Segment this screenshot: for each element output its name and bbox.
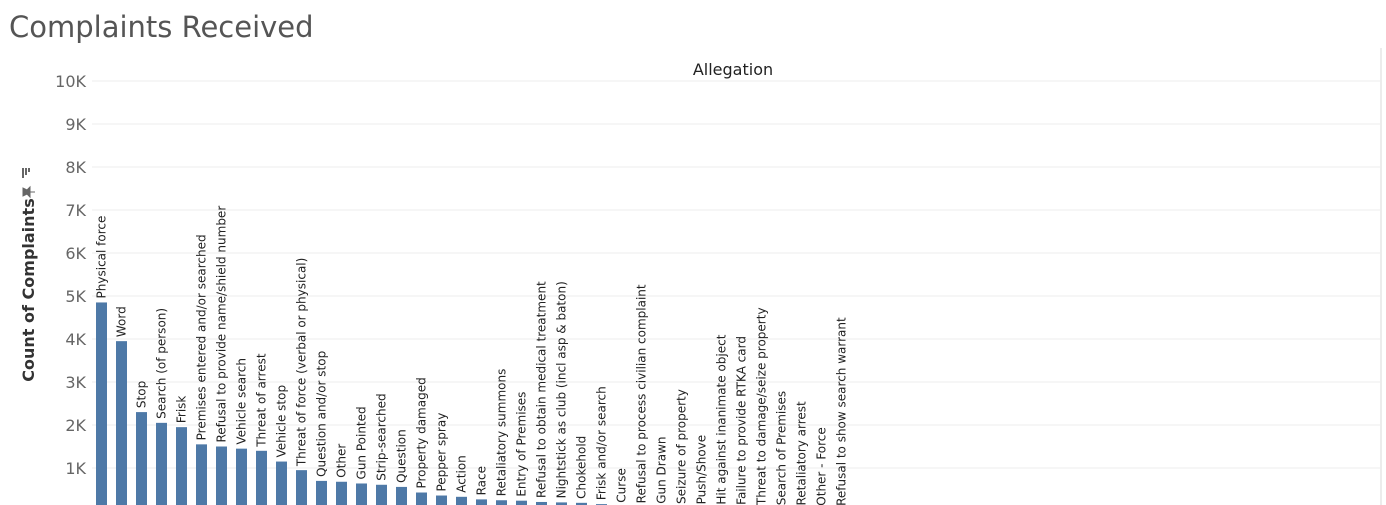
bar-label: Action bbox=[455, 455, 469, 493]
bar[interactable] bbox=[536, 501, 547, 505]
bar[interactable] bbox=[556, 502, 567, 505]
bar-label: Threat of arrest bbox=[255, 353, 269, 448]
y-tick-label: 8K bbox=[65, 158, 86, 177]
bar[interactable] bbox=[256, 450, 267, 505]
bar-label: Curse bbox=[615, 468, 629, 503]
bar-label: Other bbox=[335, 444, 349, 478]
bar-label: Word bbox=[115, 306, 129, 337]
bar-label: Retaliatory arrest bbox=[795, 401, 809, 505]
bar-label: Retaliatory summons bbox=[495, 369, 509, 497]
y-tick-label: 1K bbox=[65, 459, 86, 478]
bar-label: Search (of person) bbox=[155, 308, 169, 419]
bar-label: Failure to provide RTKA card bbox=[735, 336, 749, 505]
gridlines bbox=[92, 80, 1380, 469]
bar-label: Search of Premises bbox=[775, 391, 789, 505]
bar-label: Refusal to show search warrant bbox=[835, 317, 849, 505]
bar[interactable] bbox=[316, 480, 327, 505]
bar[interactable] bbox=[236, 448, 247, 505]
bar[interactable] bbox=[476, 499, 487, 505]
column-header: Allegation bbox=[693, 60, 773, 79]
bar[interactable] bbox=[196, 444, 207, 505]
y-tick-label: 3K bbox=[65, 373, 86, 392]
bar-label: Refusal to process civilian complaint bbox=[635, 284, 649, 503]
bar-label: Frisk and/or search bbox=[595, 386, 609, 500]
y-tick-label: 10K bbox=[55, 72, 86, 91]
y-tick-label: 9K bbox=[65, 115, 86, 134]
bar-label: Property damaged bbox=[415, 377, 429, 488]
bar[interactable] bbox=[116, 341, 127, 505]
bar-label: Hit against inanimate object bbox=[715, 334, 729, 504]
bar-label: Stop bbox=[135, 381, 149, 408]
bar[interactable] bbox=[456, 496, 467, 505]
y-tick-label: 5K bbox=[65, 287, 86, 306]
y-tick-label: 2K bbox=[65, 416, 86, 435]
bar-label: Race bbox=[475, 466, 489, 495]
bar[interactable] bbox=[376, 484, 387, 505]
bar-label: Push/Shove bbox=[695, 435, 709, 505]
bar-label: Refusal to obtain medical treatment bbox=[535, 281, 549, 498]
bar-label: Vehicle stop bbox=[275, 385, 289, 458]
bar-label: Vehicle search bbox=[235, 358, 249, 445]
bar-label: Nightstick as club (incl asp & baton) bbox=[555, 281, 569, 498]
bar-label: Chokehold bbox=[575, 436, 589, 499]
sort-descending-icon[interactable] bbox=[22, 168, 30, 178]
bar[interactable] bbox=[436, 495, 447, 505]
bar[interactable] bbox=[496, 500, 507, 505]
bar-label: Pepper spray bbox=[435, 413, 449, 492]
bar-label: Frisk bbox=[175, 396, 189, 424]
bar-label: Gun Pointed bbox=[355, 406, 369, 479]
bar-label: Threat of force (verbal or physical) bbox=[295, 258, 309, 467]
bar-label: Refusal to provide name/shield number bbox=[215, 206, 229, 443]
bar[interactable] bbox=[156, 422, 167, 505]
page-title: Complaints Received bbox=[9, 10, 314, 44]
bar[interactable] bbox=[516, 500, 527, 505]
bar[interactable] bbox=[276, 461, 287, 505]
y-tick-label: 4K bbox=[65, 330, 86, 349]
bar-label: Other - Force bbox=[815, 427, 829, 505]
bar-label: Question and/or stop bbox=[315, 351, 329, 477]
bar-label: Premises entered and/or searched bbox=[195, 234, 209, 440]
bars bbox=[96, 302, 607, 505]
bar[interactable] bbox=[336, 481, 347, 505]
bar-labels: Physical force Word Stop Search (of person)… bbox=[95, 206, 849, 505]
bar[interactable] bbox=[356, 483, 367, 505]
pin-icon[interactable] bbox=[22, 185, 35, 199]
bar[interactable] bbox=[176, 427, 187, 505]
bar-label: Threat to damage/seize property bbox=[755, 307, 769, 505]
y-axis-ticks: 1K 2K 3K 4K 5K 6K 7K 8K 9K 10K bbox=[55, 72, 86, 478]
bar[interactable] bbox=[136, 412, 147, 505]
bar[interactable] bbox=[96, 302, 107, 505]
y-tick-label: 6K bbox=[65, 244, 86, 263]
bar[interactable] bbox=[296, 470, 307, 505]
bar[interactable] bbox=[216, 446, 227, 505]
y-tick-label: 7K bbox=[65, 201, 86, 220]
bar-label: Gun Drawn bbox=[655, 436, 669, 503]
bar-label: Question bbox=[395, 429, 409, 483]
y-axis-title: Count of Complaints bbox=[19, 198, 38, 381]
bar[interactable] bbox=[396, 486, 407, 505]
bar-label: Strip-searched bbox=[375, 393, 389, 480]
bar-label: Physical force bbox=[95, 216, 109, 299]
bar[interactable] bbox=[416, 492, 427, 505]
bar[interactable] bbox=[576, 502, 587, 505]
bar-label: Entry of Premises bbox=[515, 392, 529, 497]
bar-label: Seizure of property bbox=[675, 389, 689, 504]
